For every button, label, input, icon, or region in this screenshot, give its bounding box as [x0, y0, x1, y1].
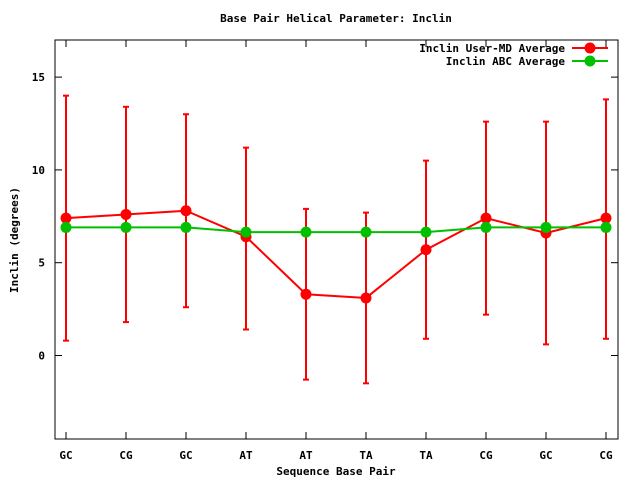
data-point: [600, 212, 612, 224]
series-line: [66, 226, 606, 234]
data-point: [120, 221, 132, 233]
x-tick-label: GC: [539, 449, 552, 462]
legend-marker-abc: [584, 55, 596, 67]
data-point: [300, 288, 312, 300]
data-point: [540, 221, 552, 233]
x-axis-label: Sequence Base Pair: [276, 465, 396, 478]
legend-entry-abc: Inclin ABC Average: [446, 55, 608, 68]
y-tick-label: 10: [32, 164, 45, 177]
data-point: [180, 205, 192, 217]
x-tick-label: GC: [179, 449, 192, 462]
y-axis-label: Inclin (degrees): [8, 187, 21, 293]
legend-label-abc: Inclin ABC Average: [446, 55, 566, 68]
x-tick-label: CG: [119, 449, 133, 462]
data-point: [480, 212, 492, 224]
series-0: [60, 94, 612, 385]
data-point: [420, 244, 432, 256]
legend-entry-user-md: Inclin User-MD Average: [419, 42, 608, 55]
x-tick-label: TA: [419, 449, 433, 462]
chart-title: Base Pair Helical Parameter: Inclin: [220, 12, 452, 25]
y-axis: 0 5 10 15: [32, 71, 618, 362]
plot-frame: [54, 39, 619, 440]
series-1: [60, 221, 612, 238]
x-tick-label: CG: [479, 449, 493, 462]
x-tick-label: GC: [59, 449, 72, 462]
x-tick-label: TA: [359, 449, 373, 462]
data-point: [600, 221, 612, 233]
legend: Inclin User-MD Average Inclin ABC Averag…: [419, 42, 608, 68]
legend-marker-user-md: [584, 42, 596, 54]
x-tick-label: AT: [239, 449, 253, 462]
data-point: [420, 226, 432, 238]
data-point: [360, 292, 372, 304]
x-axis: GC CG GC AT AT TA TA CG GC CG: [59, 40, 613, 462]
y-tick-label: 15: [32, 71, 45, 84]
y-tick-label: 0: [38, 349, 45, 362]
data-point: [60, 212, 72, 224]
legend-label-user-md: Inclin User-MD Average: [419, 42, 565, 55]
data-point: [180, 221, 192, 233]
series-line: [65, 209, 607, 299]
data-point: [300, 226, 312, 238]
x-tick-label: CG: [599, 449, 613, 462]
data-point: [60, 221, 72, 233]
x-tick-label: AT: [299, 449, 313, 462]
data-point: [480, 221, 492, 233]
data-point: [240, 226, 252, 238]
y-tick-label: 5: [38, 257, 45, 270]
data-point: [120, 208, 132, 220]
series-layer: [60, 94, 612, 385]
data-point: [360, 226, 372, 238]
